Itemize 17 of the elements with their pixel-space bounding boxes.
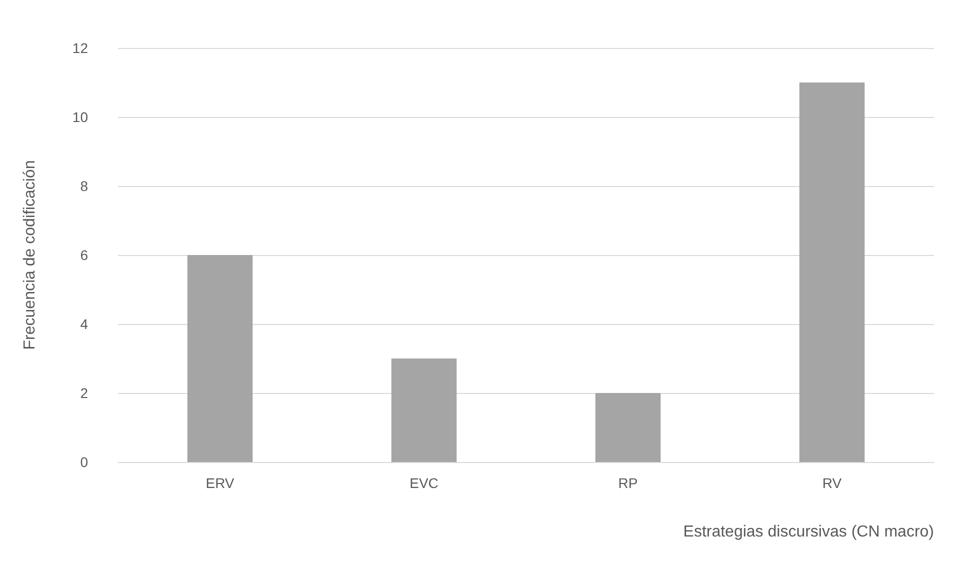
bar [799,82,865,462]
x-tick-label: RV [822,475,842,491]
x-tick-label: EVC [410,475,438,491]
y-tick-label: 4 [80,316,88,332]
y-tick-label: 6 [80,247,88,263]
x-axis-title: Estrategias discursivas (CN macro) [683,524,934,540]
x-tick-label: ERV [206,475,235,491]
y-axis-title: Frecuencia de codificación [22,160,38,350]
y-tick-label: 12 [72,40,88,56]
bar [595,393,661,462]
bar [391,358,457,462]
bar [187,255,253,462]
y-tick-label: 2 [80,385,88,401]
y-tick-label: 8 [80,178,88,194]
y-tick-label: 10 [72,109,88,125]
y-tick-label: 0 [80,454,88,470]
x-tick-label: RP [618,475,638,491]
